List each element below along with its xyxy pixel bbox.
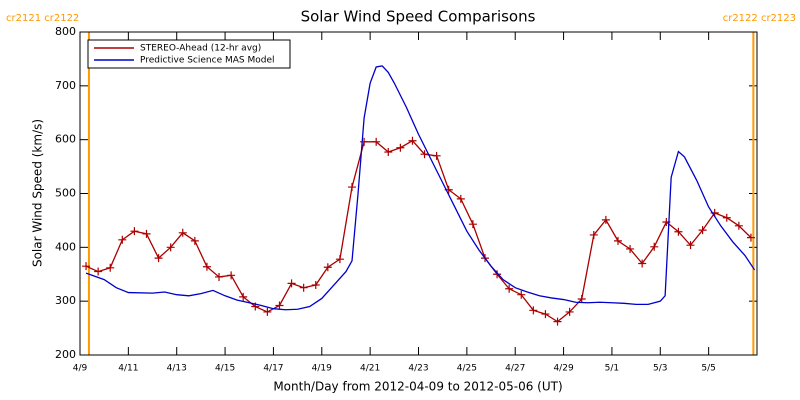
point-marker: [601, 215, 610, 224]
point-marker: [287, 279, 296, 288]
point-marker: [275, 301, 284, 310]
plot-frame: [79, 31, 758, 356]
point-marker: [335, 255, 344, 264]
point-marker: [106, 263, 115, 272]
point-marker: [468, 220, 477, 229]
y-tick-label: 200: [55, 348, 76, 361]
point-marker: [698, 226, 707, 235]
point-marker: [420, 150, 429, 159]
boundary-label: cr2122 cr2123: [723, 13, 796, 24]
x-tick-label: 4/15: [215, 364, 235, 374]
point-marker: [299, 283, 308, 292]
point-marker: [638, 259, 647, 268]
y-tick-label: 400: [55, 240, 76, 253]
point-marker: [202, 262, 211, 271]
y-axis-label: Solar Wind Speed (km/s): [31, 119, 45, 267]
point-marker: [613, 236, 622, 245]
y-tick-label: 800: [55, 25, 76, 38]
point-marker: [227, 271, 236, 280]
chart-title: Solar Wind Speed Comparisons: [301, 8, 536, 26]
point-marker: [178, 228, 187, 237]
point-marker: [541, 310, 550, 319]
y-tick-label: 700: [55, 79, 76, 92]
point-marker: [360, 137, 369, 146]
point-marker: [82, 262, 91, 271]
point-marker: [505, 284, 514, 293]
point-marker: [154, 254, 163, 263]
point-marker: [311, 281, 320, 290]
point-marker: [408, 136, 417, 145]
point-marker: [553, 317, 562, 326]
y-tick-label: 500: [55, 187, 76, 200]
point-marker: [589, 230, 598, 239]
point-marker: [130, 227, 139, 236]
x-tick-label: 4/27: [505, 364, 525, 374]
point-marker: [565, 307, 574, 316]
legend-label: Predictive Science MAS Model: [140, 56, 275, 66]
point-marker: [215, 272, 224, 281]
x-tick-label: 4/13: [167, 364, 187, 374]
y-tick-label: 300: [55, 294, 76, 307]
point-marker: [686, 241, 695, 250]
point-marker: [577, 295, 586, 304]
point-marker: [190, 236, 199, 245]
point-marker: [650, 242, 659, 251]
point-marker: [384, 148, 393, 157]
legend-label: STEREO-Ahead (12-hr avg): [140, 44, 261, 54]
x-tick-label: 4/11: [118, 364, 138, 374]
point-marker: [348, 183, 357, 192]
x-tick-label: 4/25: [457, 364, 477, 374]
point-marker: [372, 137, 381, 146]
x-tick-label: 4/23: [408, 364, 428, 374]
point-marker: [166, 243, 175, 252]
point-marker: [626, 244, 635, 253]
point-marker: [517, 290, 526, 299]
point-marker: [142, 229, 151, 238]
point-marker: [263, 307, 272, 316]
point-marker: [396, 143, 405, 152]
point-marker: [746, 233, 755, 242]
point-marker: [529, 306, 538, 315]
x-tick-label: 4/19: [312, 364, 332, 374]
x-tick-label: 5/3: [653, 364, 667, 374]
point-marker: [323, 263, 332, 272]
x-tick-label: 5/5: [701, 364, 715, 374]
y-tick-label: 600: [55, 133, 76, 146]
point-marker: [674, 227, 683, 236]
series-line: [85, 65, 756, 311]
point-marker: [239, 292, 248, 301]
x-tick-label: 4/21: [360, 364, 380, 374]
x-axis-label: Month/Day from 2012-04-09 to 2012-05-06 …: [273, 380, 562, 394]
x-tick-label: 4/29: [553, 364, 573, 374]
point-marker: [734, 221, 743, 230]
point-marker: [456, 194, 465, 203]
point-marker: [722, 213, 731, 222]
legend-box: [87, 39, 291, 69]
x-tick-label: 5/1: [605, 364, 619, 374]
point-marker: [432, 151, 441, 160]
point-marker: [493, 270, 502, 279]
series-line: [85, 139, 752, 323]
point-marker: [94, 267, 103, 276]
x-tick-label: 4/17: [263, 364, 283, 374]
x-tick-label: 4/9: [73, 364, 88, 374]
boundary-label: cr2121 cr2122: [6, 13, 79, 24]
point-marker: [118, 235, 127, 244]
